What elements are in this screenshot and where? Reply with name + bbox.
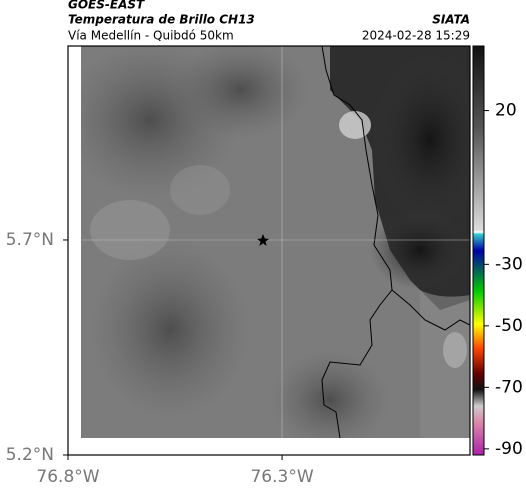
- map-subtitle: Vía Medellín - Quibdó 50km: [68, 29, 234, 43]
- colorbar-tick-label: -50: [495, 316, 523, 336]
- agency-label: SIATA: [432, 13, 470, 27]
- map-title: Temperatura de Brillo CH13: [68, 13, 255, 27]
- satellite-image: [81, 46, 470, 438]
- y-tick-label: 5.2°N: [6, 445, 54, 465]
- colorbar-tick-label: -30: [495, 254, 523, 274]
- source-label: GOES-EAST: [68, 0, 145, 12]
- colorbar: [472, 45, 485, 456]
- colorbar-tick-label: -70: [495, 377, 523, 397]
- x-tick-label: 76.3°W: [250, 467, 313, 487]
- timestamp: 2024-02-28 15:29: [362, 29, 470, 43]
- x-tick-label: 76.8°W: [36, 467, 99, 487]
- y-tick-label: 5.7°N: [6, 230, 54, 250]
- location-marker: [257, 234, 269, 246]
- colorbar-tick-label: 20: [495, 101, 517, 121]
- colorbar-tick-label: -90: [495, 439, 523, 459]
- axes: 76.8°W 76.3°W 5.2°N 5.7°N 20 -30 -50 -70 -90: [6, 101, 523, 487]
- map-frame: [67, 45, 471, 456]
